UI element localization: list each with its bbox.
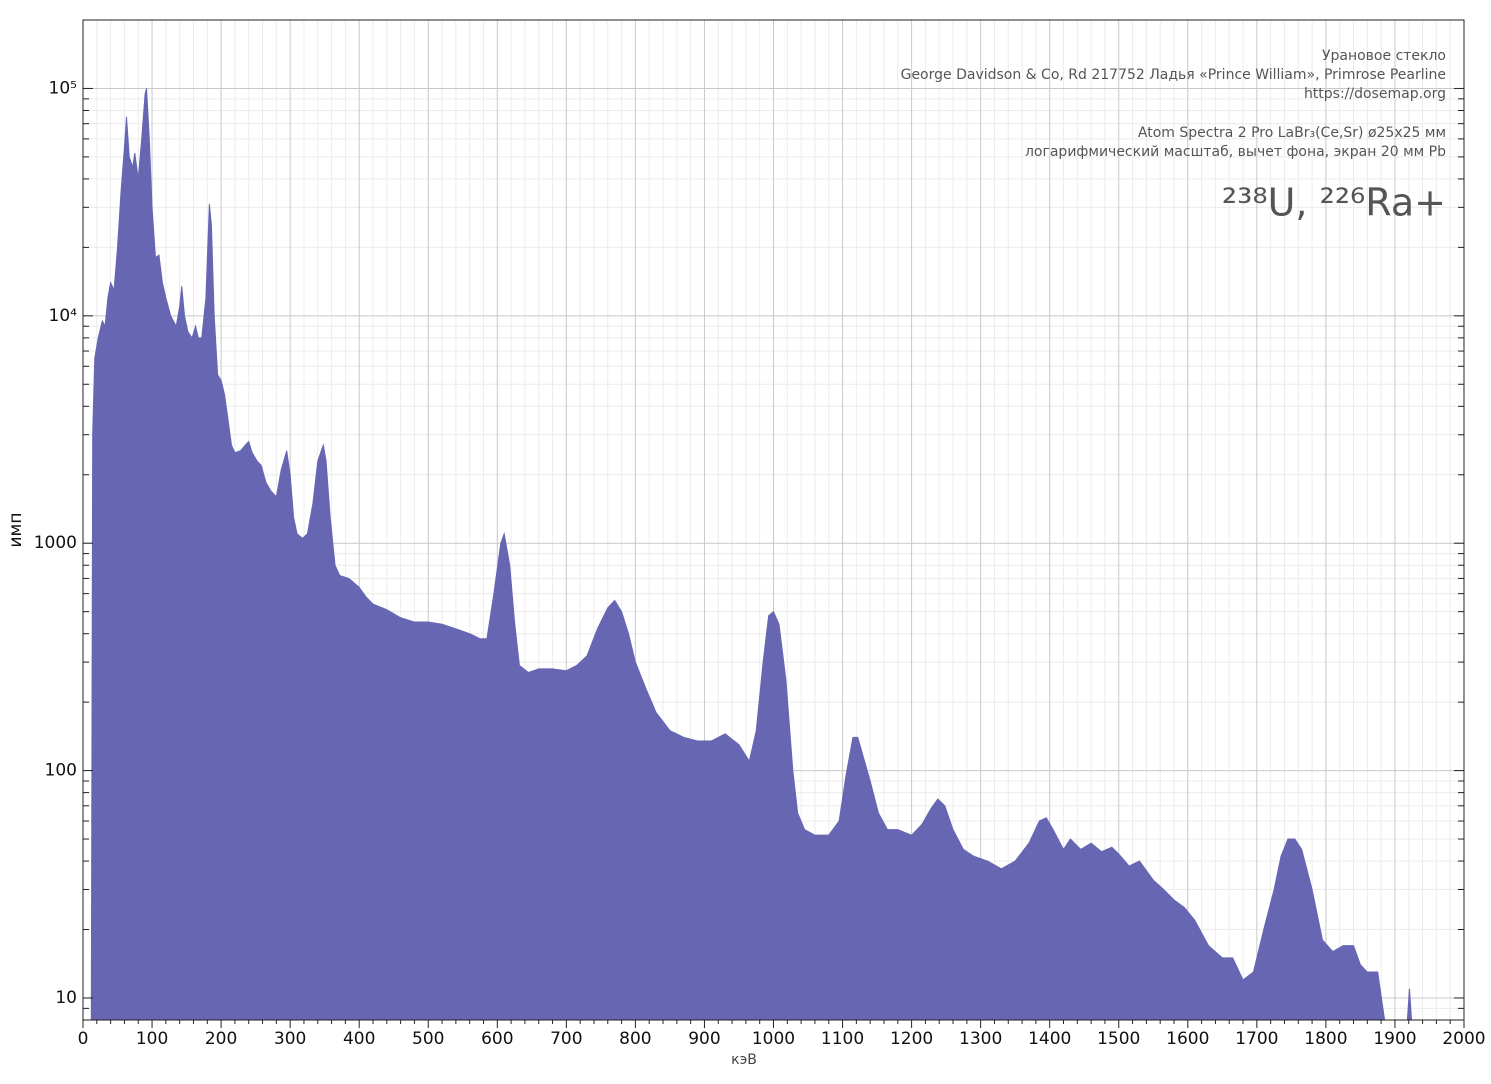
x-tick-label: 1900 [1373, 1029, 1416, 1049]
x-tick-label: 1700 [1235, 1029, 1278, 1049]
x-tick-label: 800 [619, 1029, 651, 1049]
annotation: Урановое стекло [1322, 48, 1446, 64]
axes: 0 100 200 300 400 500 600 700 800 900 1000 1100 1200… [34, 78, 1486, 1049]
x-axis-label: кэВ [731, 1052, 757, 1068]
x-tick-label: 1800 [1304, 1029, 1347, 1049]
spectrum-area [90, 88, 1413, 1020]
x-tick-label: 300 [274, 1029, 306, 1049]
x-tick-label: 200 [205, 1029, 237, 1049]
x-tick-label: 1100 [821, 1029, 864, 1049]
x-tick-label: 500 [412, 1029, 444, 1049]
annotation: https://dosemap.org [1304, 86, 1446, 102]
annotation: George Davidson & Co, Rd 217752 Ладья «P… [901, 67, 1446, 83]
y-tick-label: 10⁴ [49, 306, 78, 326]
x-tick-label: 400 [343, 1029, 375, 1049]
x-tick-label: 1200 [890, 1029, 933, 1049]
x-tick-label: 1500 [1097, 1029, 1140, 1049]
y-tick-label: 100 [45, 761, 77, 781]
annotation: логарифмический масштаб, вычет фона, экр… [1025, 144, 1446, 160]
y-tick-label: 1000 [34, 533, 77, 553]
y-axis-label: имп [6, 513, 26, 548]
x-tick-label: 700 [550, 1029, 582, 1049]
x-tick-label: 1600 [1166, 1029, 1209, 1049]
annotation: Atom Spectra 2 Pro LaBr₃(Ce,Sr) ø25x25 м… [1138, 125, 1446, 141]
x-tick-label: 1400 [1028, 1029, 1071, 1049]
isotopes-label: ²³⁸U, ²²⁶Ra+ [1222, 181, 1446, 225]
x-tick-label: 0 [78, 1029, 89, 1049]
x-tick-label: 900 [688, 1029, 720, 1049]
plot-area [90, 88, 1413, 1020]
x-tick-label: 1000 [752, 1029, 795, 1049]
x-tick-label: 1300 [959, 1029, 1002, 1049]
x-tick-label: 600 [481, 1029, 513, 1049]
y-tick-label: 10⁵ [49, 78, 77, 98]
x-tick-label: 100 [136, 1029, 168, 1049]
x-tick-label: 2000 [1442, 1029, 1485, 1049]
y-tick-label: 10 [55, 988, 77, 1008]
